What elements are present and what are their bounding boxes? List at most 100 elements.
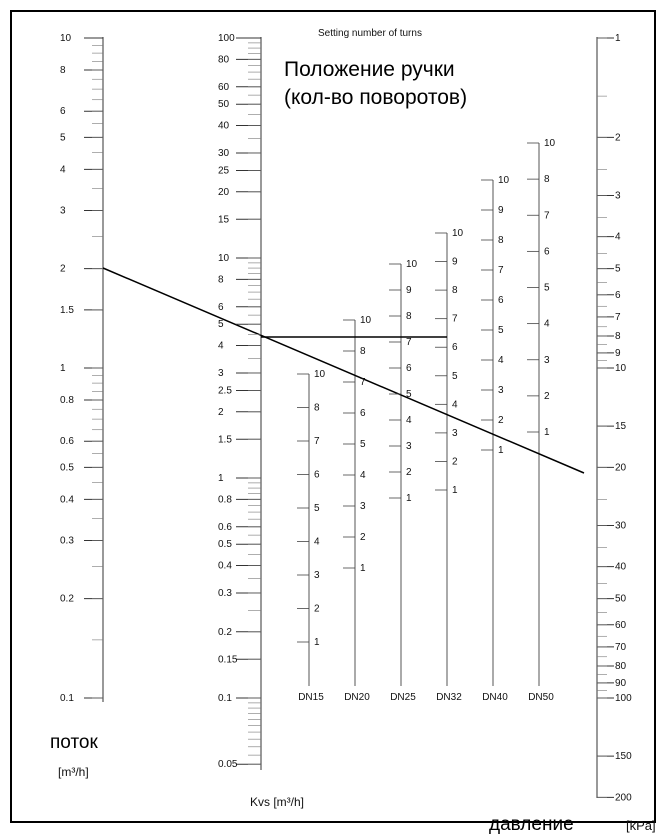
valve-turn-label: 5 — [498, 325, 504, 336]
pressure-tick-label: 7 — [615, 312, 621, 323]
valve-turn-label: 8 — [498, 235, 504, 246]
kvs-tick-label: 0.4 — [218, 561, 232, 572]
pressure-tick-label: 150 — [615, 751, 632, 762]
pressure-tick-label: 50 — [615, 594, 627, 605]
pressure-tick-label: 200 — [615, 792, 632, 803]
kvs-tick-label: 0.05 — [218, 759, 238, 770]
valve-turn-label: 8 — [406, 311, 412, 322]
valve-turn-label: 6 — [498, 295, 504, 306]
valve-turn-label: 1 — [452, 485, 458, 496]
kvs-tick-label: 40 — [218, 121, 230, 132]
valve-turn-label: 2 — [406, 467, 412, 478]
kvs-tick-label: 0.8 — [218, 494, 232, 505]
kvs-tick-label: 5 — [218, 319, 224, 330]
valve-turn-label: 10 — [452, 228, 464, 239]
kvs-tick-label: 15 — [218, 214, 230, 225]
kvs-tick-label: 0.2 — [218, 627, 232, 638]
valve-scales: 10 8 7 6 5 4 3 2 1 DN15 10 8 7 6 5 4 3 2 1 DN20 10 9 8 7 6 5 4 3 2 1 D… — [297, 138, 556, 703]
valve-turn-label: 6 — [544, 246, 550, 257]
flow-tick-label: 6 — [60, 106, 66, 117]
valve-turn-label: 6 — [314, 470, 320, 481]
valve-turn-label: 8 — [452, 285, 458, 296]
flow-tick-label: 0.5 — [60, 462, 74, 473]
valve-turn-label: 5 — [360, 439, 366, 450]
valve-turn-label: 10 — [314, 369, 326, 380]
valve-turn-label: 7 — [544, 210, 550, 221]
pressure-tick-label: 4 — [615, 232, 621, 243]
kvs-tick-label: 25 — [218, 165, 230, 176]
kvs-tick-label: 3 — [218, 368, 224, 379]
valve-name-label: DN32 — [436, 692, 462, 703]
valve-turn-label: 1 — [544, 427, 550, 438]
kvs-tick-label: 60 — [218, 82, 230, 93]
kvs-tick-label: 100 — [218, 33, 235, 44]
kvs-tick-label: 0.6 — [218, 522, 232, 533]
setting-caption-en: Setting number of turns — [318, 28, 422, 39]
kvs-tick-label: 10 — [218, 253, 230, 264]
pressure-tick-label: 9 — [615, 348, 621, 359]
valve-turn-label: 5 — [406, 389, 412, 400]
kvs-tick-label: 20 — [218, 187, 230, 198]
nomogram-frame — [10, 10, 656, 823]
valve-turn-label: 4 — [360, 470, 366, 481]
flow-tick-label: 1 — [60, 363, 66, 374]
pressure-tick-label: 3 — [615, 190, 621, 201]
valve-turn-label: 8 — [360, 346, 366, 357]
kvs-tick-label: 2.5 — [218, 385, 232, 396]
valve-turn-label: 2 — [314, 604, 320, 615]
valve-turn-label: 7 — [360, 377, 366, 388]
valve-turn-label: 2 — [498, 415, 504, 426]
kvs-tick-label: 8 — [218, 274, 224, 285]
valve-turn-label: 6 — [360, 408, 366, 419]
pressure-axis-scale: 1 2 3 4 5 6 7 8 9 10 15 20 30 40 50 60 70 80 90 100 150 200 — [597, 33, 632, 803]
pressure-tick-label: 5 — [615, 264, 621, 275]
valve-name-label: DN25 — [390, 692, 416, 703]
valve-turn-label: 4 — [314, 537, 320, 548]
pressure-tick-label: 60 — [615, 620, 627, 631]
pressure-tick-label: 6 — [615, 290, 621, 301]
kvs-axis-label: Kvs [m³/h] — [250, 795, 304, 809]
flow-tick-label: 0.6 — [60, 436, 74, 447]
pressure-tick-label: 2 — [615, 132, 621, 143]
pressure-tick-label: 8 — [615, 331, 621, 342]
flow-tick-label: 0.3 — [60, 536, 74, 547]
valve-turn-label: 10 — [406, 259, 418, 270]
flow-tick-label: 2 — [60, 264, 66, 275]
valve-turn-label: 2 — [452, 456, 458, 467]
valve-turn-label: 3 — [544, 355, 550, 366]
valve-turn-label: 3 — [498, 385, 504, 396]
kvs-tick-label: 80 — [218, 54, 230, 65]
flow-tick-label: 8 — [60, 65, 66, 76]
valve-turn-label: 3 — [452, 428, 458, 439]
valve-name-label: DN20 — [344, 692, 370, 703]
flow-axis-label: поток — [50, 732, 98, 753]
valve-turn-label: 7 — [406, 337, 412, 348]
solution-line-flow-pressure — [102, 267, 585, 474]
pressure-axis-label: давление — [489, 814, 574, 835]
flow-tick-label: 10 — [60, 33, 72, 44]
pressure-tick-label: 100 — [615, 693, 632, 704]
valve-turn-label: 1 — [314, 637, 320, 648]
kvs-tick-label: 1 — [218, 473, 224, 484]
pressure-tick-label: 1 — [615, 33, 621, 44]
flow-tick-label: 0.1 — [60, 693, 74, 704]
valve-turn-label: 1 — [406, 493, 412, 504]
pressure-tick-label: 40 — [615, 562, 627, 573]
valve-turn-label: 8 — [544, 174, 550, 185]
valve-turn-label: 6 — [452, 342, 458, 353]
valve-turn-label: 4 — [498, 355, 504, 366]
flow-tick-label: 1.5 — [60, 305, 74, 316]
setting-caption-ru-line1: Положение ручки — [284, 58, 455, 81]
kvs-tick-label: 0.15 — [218, 654, 238, 665]
valve-turn-label: 2 — [544, 391, 550, 402]
valve-turn-label: 7 — [498, 265, 504, 276]
pressure-axis-unit: [kPa] — [626, 818, 656, 833]
valve-turn-label: 1 — [498, 445, 504, 456]
valve-turn-label: 9 — [406, 285, 412, 296]
flow-tick-label: 0.4 — [60, 494, 74, 505]
flow-tick-label: 5 — [60, 132, 66, 143]
pressure-tick-label: 30 — [615, 520, 627, 531]
valve-turn-label: 10 — [360, 315, 372, 326]
valve-turn-label: 3 — [406, 441, 412, 452]
